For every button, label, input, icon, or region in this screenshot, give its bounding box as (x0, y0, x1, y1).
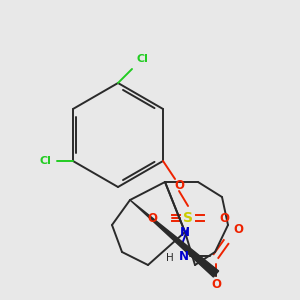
Polygon shape (130, 200, 219, 277)
Text: O: O (174, 178, 184, 191)
Text: O: O (211, 278, 221, 290)
Text: N: N (179, 250, 189, 262)
Text: H: H (166, 253, 174, 263)
Text: Cl: Cl (39, 156, 51, 166)
Text: O: O (233, 223, 243, 236)
Text: O: O (219, 212, 229, 224)
Text: Cl: Cl (136, 54, 148, 64)
Text: N: N (180, 226, 190, 238)
Text: S: S (183, 211, 193, 225)
Text: O: O (147, 212, 157, 224)
